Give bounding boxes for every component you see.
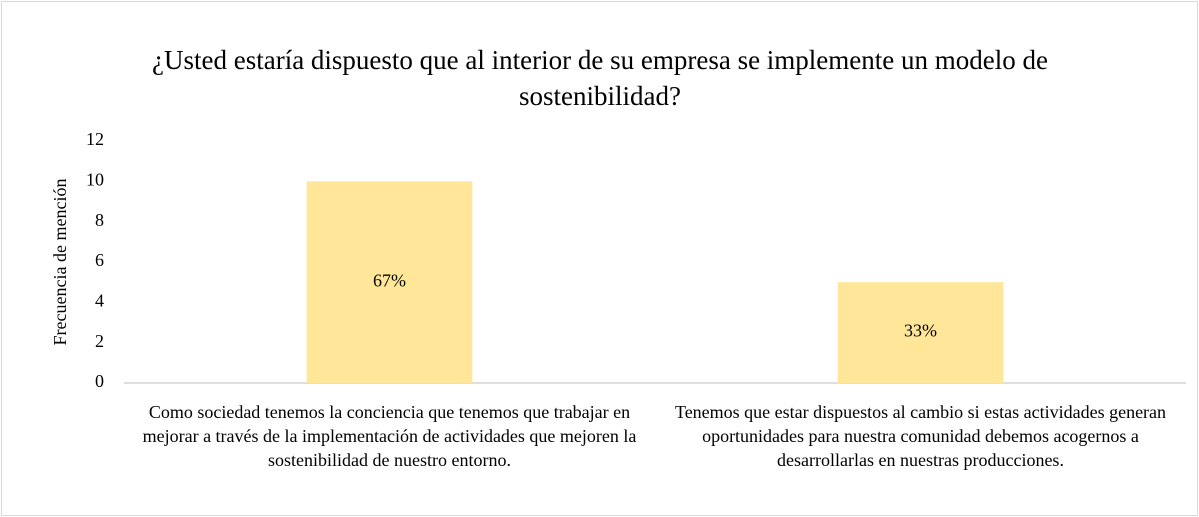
y-tick-label: 2 <box>95 331 104 351</box>
chart-title: ¿Usted estaría dispuesto que al interior… <box>152 45 1048 111</box>
y-tick-label: 0 <box>95 371 104 391</box>
data-label: 67% <box>373 270 406 290</box>
bar <box>306 181 473 383</box>
y-tick-label: 6 <box>95 250 104 270</box>
y-tick-label: 12 <box>86 129 104 149</box>
y-axis-label: Frecuencia de mención <box>50 179 70 346</box>
y-tick-label: 8 <box>95 210 104 230</box>
y-tick-label: 10 <box>86 169 104 189</box>
y-tick-label: 4 <box>95 290 104 310</box>
x-tick-label: Tenemos que estar dispuestos al cambio s… <box>674 402 1167 470</box>
x-tick-label: Como sociedad tenemos la conciencia que … <box>142 402 637 470</box>
bar <box>837 282 1004 383</box>
data-label: 33% <box>904 321 937 341</box>
